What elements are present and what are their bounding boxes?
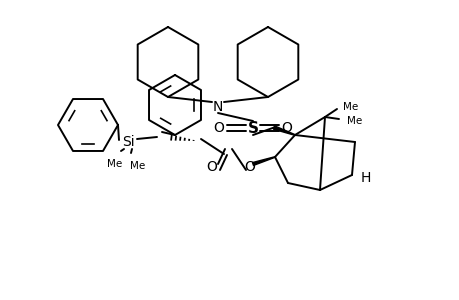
Text: O: O [213, 121, 224, 135]
Text: Si: Si [122, 135, 134, 149]
Text: O: O [206, 160, 217, 174]
Text: H: H [360, 171, 370, 185]
Text: O: O [244, 160, 255, 174]
Text: Me: Me [130, 161, 146, 171]
Text: O: O [281, 121, 292, 135]
Text: Me: Me [107, 159, 123, 169]
Text: N: N [213, 100, 223, 114]
Text: Me: Me [342, 102, 358, 112]
Polygon shape [252, 157, 274, 165]
Polygon shape [273, 126, 295, 135]
Text: S: S [247, 121, 258, 136]
Text: Me: Me [346, 116, 362, 126]
